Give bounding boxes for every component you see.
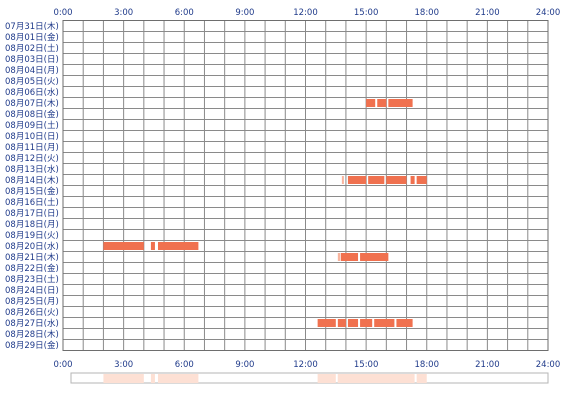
date-label: 08月22日(金) — [5, 263, 59, 274]
activity-block — [377, 99, 387, 107]
date-label: 08月11日(月) — [5, 143, 59, 153]
date-label: 08月19日(火) — [5, 231, 59, 241]
top-tick-label: 12:00 — [293, 8, 318, 18]
date-label: 08月15日(金) — [5, 186, 59, 197]
bottom-tick-label: 15:00 — [354, 360, 379, 370]
activity-block — [388, 99, 413, 107]
date-label: 08月17日(日) — [5, 209, 59, 219]
summary-segment — [337, 374, 346, 383]
summary-segment — [150, 374, 155, 383]
date-label: 08月05日(火) — [5, 77, 59, 87]
activity-block — [103, 242, 144, 250]
date-label: 08月18日(月) — [5, 220, 59, 230]
activity-block — [157, 242, 199, 250]
activity-block — [386, 176, 407, 184]
date-label: 07月31日(木) — [5, 21, 59, 32]
activity-block — [337, 319, 346, 327]
activity-block — [374, 319, 395, 327]
activity-block — [410, 176, 415, 184]
date-label: 08月03日(日) — [5, 55, 59, 65]
top-tick-label: 21:00 — [475, 8, 500, 18]
summary-segment — [157, 374, 199, 383]
bottom-tick-label: 21:00 — [475, 360, 500, 370]
activity-block — [347, 176, 367, 184]
bottom-tick-label: 3:00 — [114, 360, 133, 370]
activity-block — [416, 176, 427, 184]
activity-block — [337, 253, 341, 261]
activity-block — [341, 176, 344, 184]
top-tick-label: 6:00 — [175, 8, 194, 18]
date-label: 08月10日(日) — [5, 132, 59, 142]
date-label: 08月29日(金) — [5, 340, 59, 351]
activity-block — [150, 242, 155, 250]
date-label: 08月08日(金) — [5, 109, 59, 120]
top-axis-tick-labels: 0:00 3:00 6:00 9:00 12:00 15:00 18:00 21… — [53, 8, 560, 18]
top-tick-label: 9:00 — [235, 8, 254, 18]
date-label: 08月26日(火) — [5, 308, 59, 318]
summary-segment — [347, 374, 359, 383]
top-tick-label: 24:00 — [536, 8, 561, 18]
top-tick-label: 3:00 — [114, 8, 133, 18]
summary-segment — [374, 374, 395, 383]
date-label: 08月07日(木) — [5, 98, 59, 109]
date-label: 08月21日(木) — [5, 252, 59, 263]
date-label: 08月09日(土) — [5, 120, 59, 131]
date-label: 08月27日(水) — [5, 318, 59, 329]
date-row-labels: 07月31日(木)08月01日(金)08月02日(土)08月03日(日)08月0… — [5, 21, 59, 351]
activity-block — [347, 319, 359, 327]
activity-blocks — [103, 99, 427, 327]
top-tick-label: 0:00 — [53, 8, 72, 18]
date-label: 08月13日(水) — [5, 164, 59, 175]
date-label: 08月12日(火) — [5, 154, 59, 164]
summary-bar-frame — [70, 372, 549, 384]
grid-border — [62, 20, 549, 351]
date-label: 08月20日(水) — [5, 241, 59, 252]
date-label: 08月06日(水) — [5, 87, 59, 98]
bottom-tick-label: 18:00 — [415, 360, 440, 370]
summary-segment — [416, 374, 427, 383]
date-label: 08月04日(月) — [5, 66, 59, 76]
date-label: 08月16日(土) — [5, 197, 59, 208]
date-label: 08月23日(土) — [5, 274, 59, 285]
summary-segment — [396, 374, 413, 383]
summary-bar — [70, 372, 549, 384]
activity-block — [366, 99, 376, 107]
date-label: 08月02日(土) — [5, 43, 59, 54]
bottom-tick-label: 6:00 — [175, 360, 194, 370]
summary-segment — [360, 374, 389, 383]
bottom-tick-label: 9:00 — [235, 360, 254, 370]
top-tick-label: 18:00 — [415, 8, 440, 18]
activity-block — [317, 319, 336, 327]
activity-block — [360, 319, 373, 327]
summary-segment — [103, 374, 144, 383]
activity-block — [360, 253, 389, 261]
bottom-tick-label: 24:00 — [536, 360, 561, 370]
bottom-tick-label: 0:00 — [53, 360, 72, 370]
summary-segment — [360, 374, 373, 383]
date-label: 08月25日(月) — [5, 297, 59, 307]
activity-block — [368, 176, 385, 184]
activity-block — [396, 319, 413, 327]
date-label: 08月14日(木) — [5, 175, 59, 186]
summary-segment — [410, 374, 415, 383]
date-label: 08月01日(金) — [5, 32, 59, 43]
date-label: 08月24日(日) — [5, 286, 59, 296]
activity-block — [340, 253, 359, 261]
date-label: 08月28日(木) — [5, 329, 59, 340]
time-grid — [62, 20, 549, 351]
bottom-axis-tick-labels: 0:00 3:00 6:00 9:00 12:00 15:00 18:00 21… — [53, 360, 560, 370]
bottom-tick-label: 12:00 — [293, 360, 318, 370]
summary-segment — [317, 374, 336, 383]
top-tick-label: 15:00 — [354, 8, 379, 18]
